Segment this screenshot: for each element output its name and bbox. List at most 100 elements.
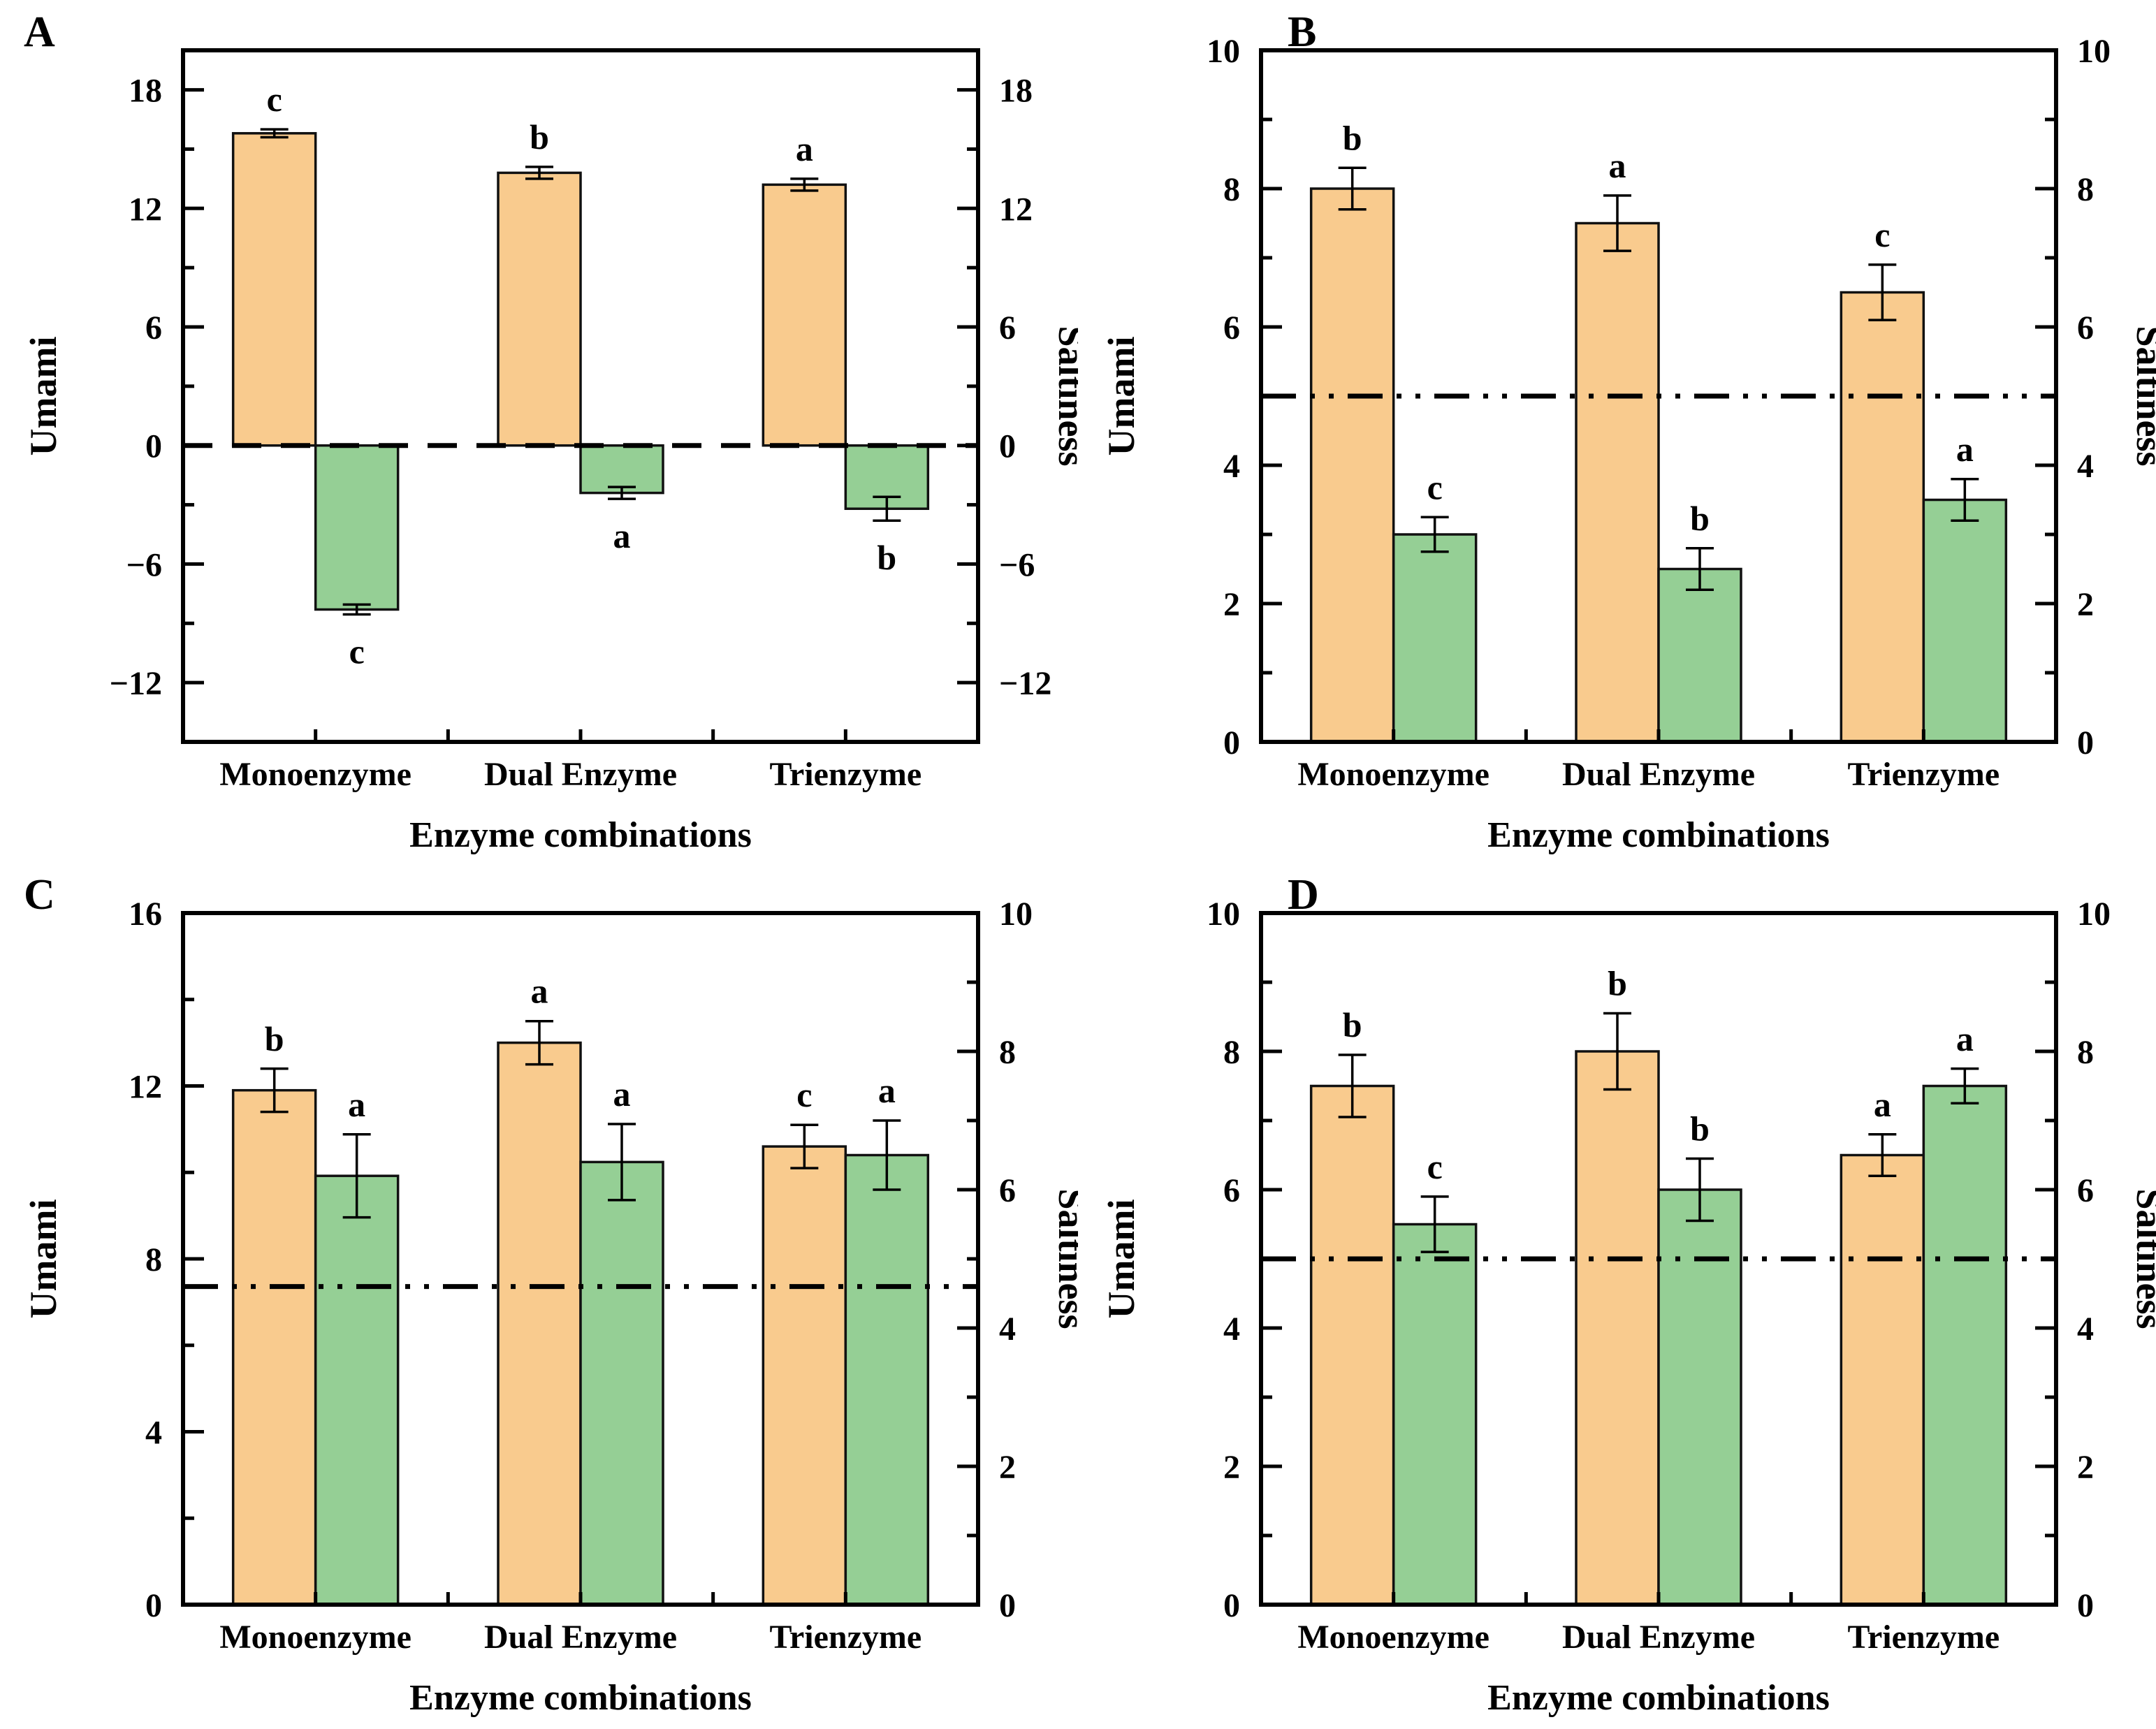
- A-sig-letter-umami-1: c: [267, 80, 282, 119]
- D-sig-letter-saltiness-2: b: [1690, 1109, 1710, 1148]
- A-left-tick-label: 0: [145, 428, 162, 465]
- B-category-label-trienzyme: Trienzyme: [1847, 756, 2000, 793]
- panel-letter-C: C: [24, 871, 55, 919]
- panel-C-container: b a c a a a 16 12 8 4 0 10 8 6 4 2 0 Monoenzyme Dual Enzym…: [0, 863, 1093, 1726]
- D-sig-letter-umami-2: b: [1608, 964, 1627, 1003]
- B-right-tick-label: 2: [2077, 586, 2094, 623]
- D-right-tick-label: 4: [2077, 1311, 2094, 1348]
- C-umami-errorbar-2: [525, 1019, 553, 1066]
- B-category-label-dual-enzyme: Dual Enzyme: [1562, 756, 1755, 793]
- C-right-tick-label: 4: [999, 1311, 1016, 1348]
- A-umami-bar-monoenzyme: [231, 132, 317, 447]
- C-sig-letter-saltiness-1: a: [348, 1085, 365, 1124]
- D-left-tick-label: 6: [1223, 1172, 1240, 1209]
- C-saltiness-errorbar-2: [608, 1123, 636, 1202]
- B-sig-letter-saltiness-1: c: [1427, 467, 1443, 506]
- A-right-axis-title: Saltiness: [1051, 326, 1078, 466]
- A-sig-letter-umami-3: a: [796, 129, 813, 168]
- D-umami-errorbar-2: [1603, 1012, 1631, 1091]
- C-sig-letter-saltiness-2: a: [613, 1074, 631, 1114]
- C-right-tick-label: 6: [999, 1172, 1016, 1209]
- B-umami-errorbar-2: [1603, 194, 1631, 252]
- B-right-tick-label: 0: [2077, 724, 2094, 761]
- D-sig-letter-umami-1: b: [1343, 1005, 1362, 1044]
- C-sig-letter-umami-3: c: [796, 1075, 812, 1114]
- C-saltiness-bar-trienzyme: [844, 1153, 930, 1606]
- A-right-tick-label: 18: [999, 73, 1033, 110]
- A-category-label-monoenzyme: Monoenzyme: [219, 756, 411, 793]
- B-umami-bar-trienzyme: [1840, 291, 1925, 743]
- D-left-tick-label: 10: [1207, 896, 1240, 933]
- A-umami-errorbar-3: [790, 177, 819, 192]
- A-left-tick-label: −6: [126, 546, 162, 583]
- C-right-tick-label: 8: [999, 1034, 1016, 1071]
- C-left-tick-label: 0: [145, 1587, 162, 1624]
- panel-letter-A: A: [24, 8, 55, 56]
- B-left-tick-label: 2: [1223, 586, 1240, 623]
- D-sig-letter-saltiness-1: c: [1427, 1147, 1443, 1186]
- D-umami-bar-trienzyme: [1840, 1153, 1925, 1606]
- panel-A-chart: c b a c a b 18 12 6 0 −6 −12 18 12 6 0 −6 −12 Monoenzyme Du…: [22, 8, 1093, 855]
- A-right-tick-label: −12: [999, 665, 1051, 702]
- D-left-axis-title: Umami: [1100, 1199, 1142, 1319]
- D-right-tick-label: 0: [2077, 1587, 2094, 1624]
- A-sig-letter-saltiness-3: b: [877, 538, 896, 577]
- D-category-label-trienzyme: Trienzyme: [1847, 1619, 2000, 1656]
- A-left-tick-label: 12: [129, 191, 162, 228]
- D-umami-errorbar-3: [1868, 1133, 1897, 1177]
- C-left-tick-label: 12: [129, 1069, 162, 1106]
- A-umami-bar-dual-enzyme: [497, 171, 582, 447]
- B-left-tick-label: 6: [1223, 309, 1240, 346]
- D-saltiness-errorbar-3: [1951, 1067, 1979, 1104]
- D-saltiness-errorbar-1: [1420, 1195, 1449, 1253]
- D-left-tick-label: 2: [1223, 1449, 1240, 1486]
- A-right-tick-label: −6: [999, 546, 1035, 583]
- D-saltiness-errorbar-2: [1686, 1157, 1714, 1223]
- D-left-tick-label: 0: [1223, 1587, 1240, 1624]
- B-saltiness-errorbar-3: [1951, 478, 1979, 522]
- B-right-tick-label: 8: [2077, 171, 2094, 208]
- B-saltiness-errorbar-2: [1686, 547, 1714, 591]
- C-saltiness-errorbar-1: [342, 1133, 371, 1219]
- A-right-tick-label: 12: [999, 191, 1033, 228]
- A-left-tick-label: 18: [129, 73, 162, 110]
- panel-C-chart: b a c a a a 16 12 8 4 0 10 8 6 4 2 0 Monoenzyme Dual Enzym…: [22, 871, 1093, 1718]
- A-saltiness-errorbar-3: [873, 495, 901, 522]
- A-saltiness-errorbar-2: [608, 486, 636, 500]
- B-umami-errorbar-3: [1868, 263, 1897, 321]
- D-right-tick-label: 8: [2077, 1034, 2094, 1071]
- panel-B-container: b a c c b a 10 8 6 4 2 0 10 8 6 4 2 0 Monoenzyme Dual Enzym…: [1078, 0, 2156, 863]
- C-category-label-monoenzyme: Monoenzyme: [219, 1619, 411, 1656]
- A-category-label-dual-enzyme: Dual Enzyme: [484, 756, 677, 793]
- B-sig-letter-umami-2: a: [1609, 146, 1626, 185]
- A-category-label-trienzyme: Trienzyme: [769, 756, 922, 793]
- D-umami-bar-dual-enzyme: [1575, 1050, 1660, 1606]
- A-saltiness-bar-dual-enzyme: [579, 444, 664, 495]
- D-left-tick-label: 4: [1223, 1311, 1240, 1348]
- B-sig-letter-umami-3: c: [1874, 215, 1890, 254]
- B-sig-letter-umami-1: b: [1343, 118, 1362, 157]
- C-right-tick-label: 10: [999, 896, 1033, 933]
- D-sig-letter-saltiness-3: a: [1956, 1019, 1974, 1058]
- C-left-tick-label: 4: [145, 1415, 162, 1452]
- A-right-tick-label: 6: [999, 309, 1016, 346]
- D-category-label-dual-enzyme: Dual Enzyme: [1562, 1619, 1755, 1656]
- A-umami-errorbar-1: [260, 128, 289, 139]
- C-umami-bar-dual-enzyme: [497, 1041, 582, 1606]
- B-left-axis-title: Umami: [1100, 337, 1142, 456]
- A-sig-letter-saltiness-1: c: [349, 632, 365, 671]
- C-right-tick-label: 2: [999, 1449, 1016, 1486]
- D-saltiness-bar-trienzyme: [1922, 1084, 2008, 1606]
- C-saltiness-bar-dual-enzyme: [579, 1160, 664, 1606]
- C-left-tick-label: 16: [129, 896, 162, 933]
- C-umami-errorbar-3: [790, 1123, 819, 1169]
- C-umami-bar-monoenzyme: [231, 1088, 317, 1606]
- D-right-tick-label: 6: [2077, 1172, 2094, 1209]
- D-right-tick-label: 10: [2077, 896, 2111, 933]
- B-saltiness-bar-trienzyme: [1922, 498, 2008, 743]
- A-umami-errorbar-2: [525, 166, 553, 180]
- C-left-tick-label: 8: [145, 1241, 162, 1278]
- C-sig-letter-umami-2: a: [531, 972, 548, 1011]
- B-category-label-monoenzyme: Monoenzyme: [1297, 756, 1489, 793]
